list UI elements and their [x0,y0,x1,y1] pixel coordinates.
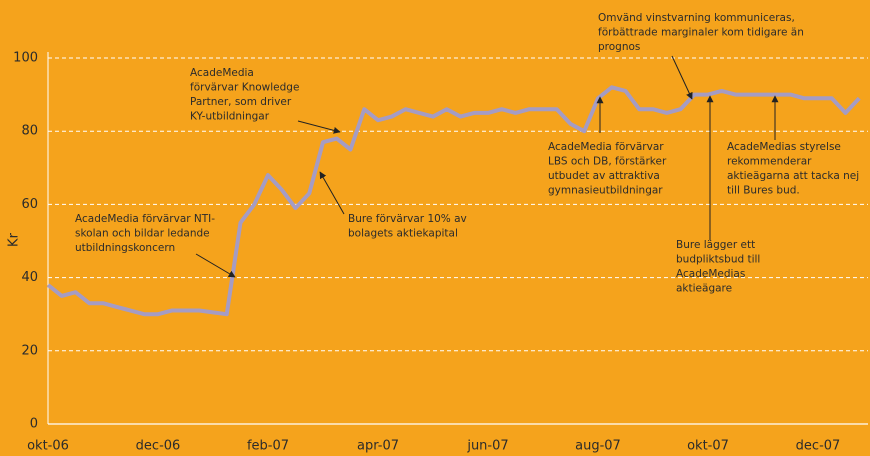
annotation: Omvänd vinstvarning kommuniceras, [598,12,795,24]
annotation: prognos [598,41,640,53]
x-tick-label: dec-07 [796,439,841,454]
annotation: aktieägarna att tacka nej [727,170,859,182]
annotation: rekommenderar [727,156,812,168]
annotation: AcadeMedia förvärvar [548,141,664,153]
annotation: Bure förvärvar 10% av [348,213,467,225]
annotation: AcadeMedias [676,268,745,280]
x-tick-label: okt-07 [687,439,729,454]
x-tick-label: apr-07 [357,439,399,454]
annotation: aktieägare [676,283,732,295]
annotation: förvärvar Knowledge [190,82,299,94]
annotation: Bure lägger ett [676,239,755,251]
arrows [195,55,779,278]
annotation: Partner, som driver [190,96,292,108]
annotation: utbudet av attraktiva [548,170,660,182]
x-tick-label: dec-06 [136,439,181,454]
y-tick-label: 0 [30,417,38,432]
annotation: till Bures bud. [727,185,800,197]
x-tick-label: okt-06 [27,439,69,454]
x-tick-label: aug-07 [575,439,621,454]
annotation: utbildningskoncern [75,242,175,254]
annotation: förbättrade marginaler kom tidigare än [598,27,804,39]
price-line [46,85,861,317]
annotation: KY-utbildningar [190,111,270,123]
x-tick-label: feb-07 [247,439,289,454]
annotation: gymnasieutbildningar [548,185,663,197]
annotation: AcadeMedia förvärvar NTI- [75,213,215,225]
y-tick-label: 80 [21,124,38,139]
annotation: budpliktsbud till [676,254,760,266]
annotation: skolan och bildar ledande [75,228,210,240]
y-tick-label: 100 [13,51,38,66]
annotation: AcadeMedias styrelse [727,141,841,153]
x-tick-label: jun-07 [466,439,508,454]
y-tick-label: 40 [21,270,38,285]
annotation: AcadeMedia [190,67,254,79]
y-tick-label: 20 [21,343,38,358]
annotation: LBS och DB, förstärker [548,156,667,168]
y-tick-label: 60 [21,197,38,212]
annotation: bolagets aktiekapital [348,228,458,240]
y-axis-label: Kr [7,232,22,247]
